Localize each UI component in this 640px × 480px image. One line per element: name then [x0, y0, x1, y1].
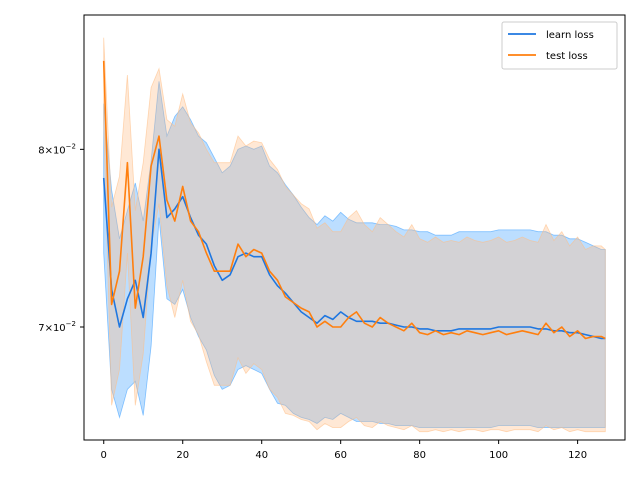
legend: learn loss test loss — [501, 21, 618, 70]
y-axis: 7×10−2 8×10−2 — [38, 142, 84, 334]
y-tick-label: 8×10−2 — [38, 142, 76, 156]
x-tick-label: 100 — [489, 450, 508, 461]
x-tick-label: 20 — [176, 450, 189, 461]
y-tick-label: 7×10−2 — [38, 320, 76, 334]
legend-label-learn-loss: learn loss — [546, 30, 594, 41]
x-tick-label: 60 — [334, 450, 347, 461]
x-tick-label: 0 — [101, 450, 107, 461]
series-lines — [102, 60, 606, 340]
line-test-loss — [102, 60, 606, 340]
x-tick-label: 120 — [568, 450, 587, 461]
plot-frame — [83, 14, 626, 441]
x-tick-label: 40 — [255, 450, 268, 461]
x-axis: 0 20 40 60 80 100 120 — [101, 440, 587, 461]
x-tick-label: 80 — [413, 450, 426, 461]
legend-label-test-loss: test loss — [546, 51, 588, 62]
